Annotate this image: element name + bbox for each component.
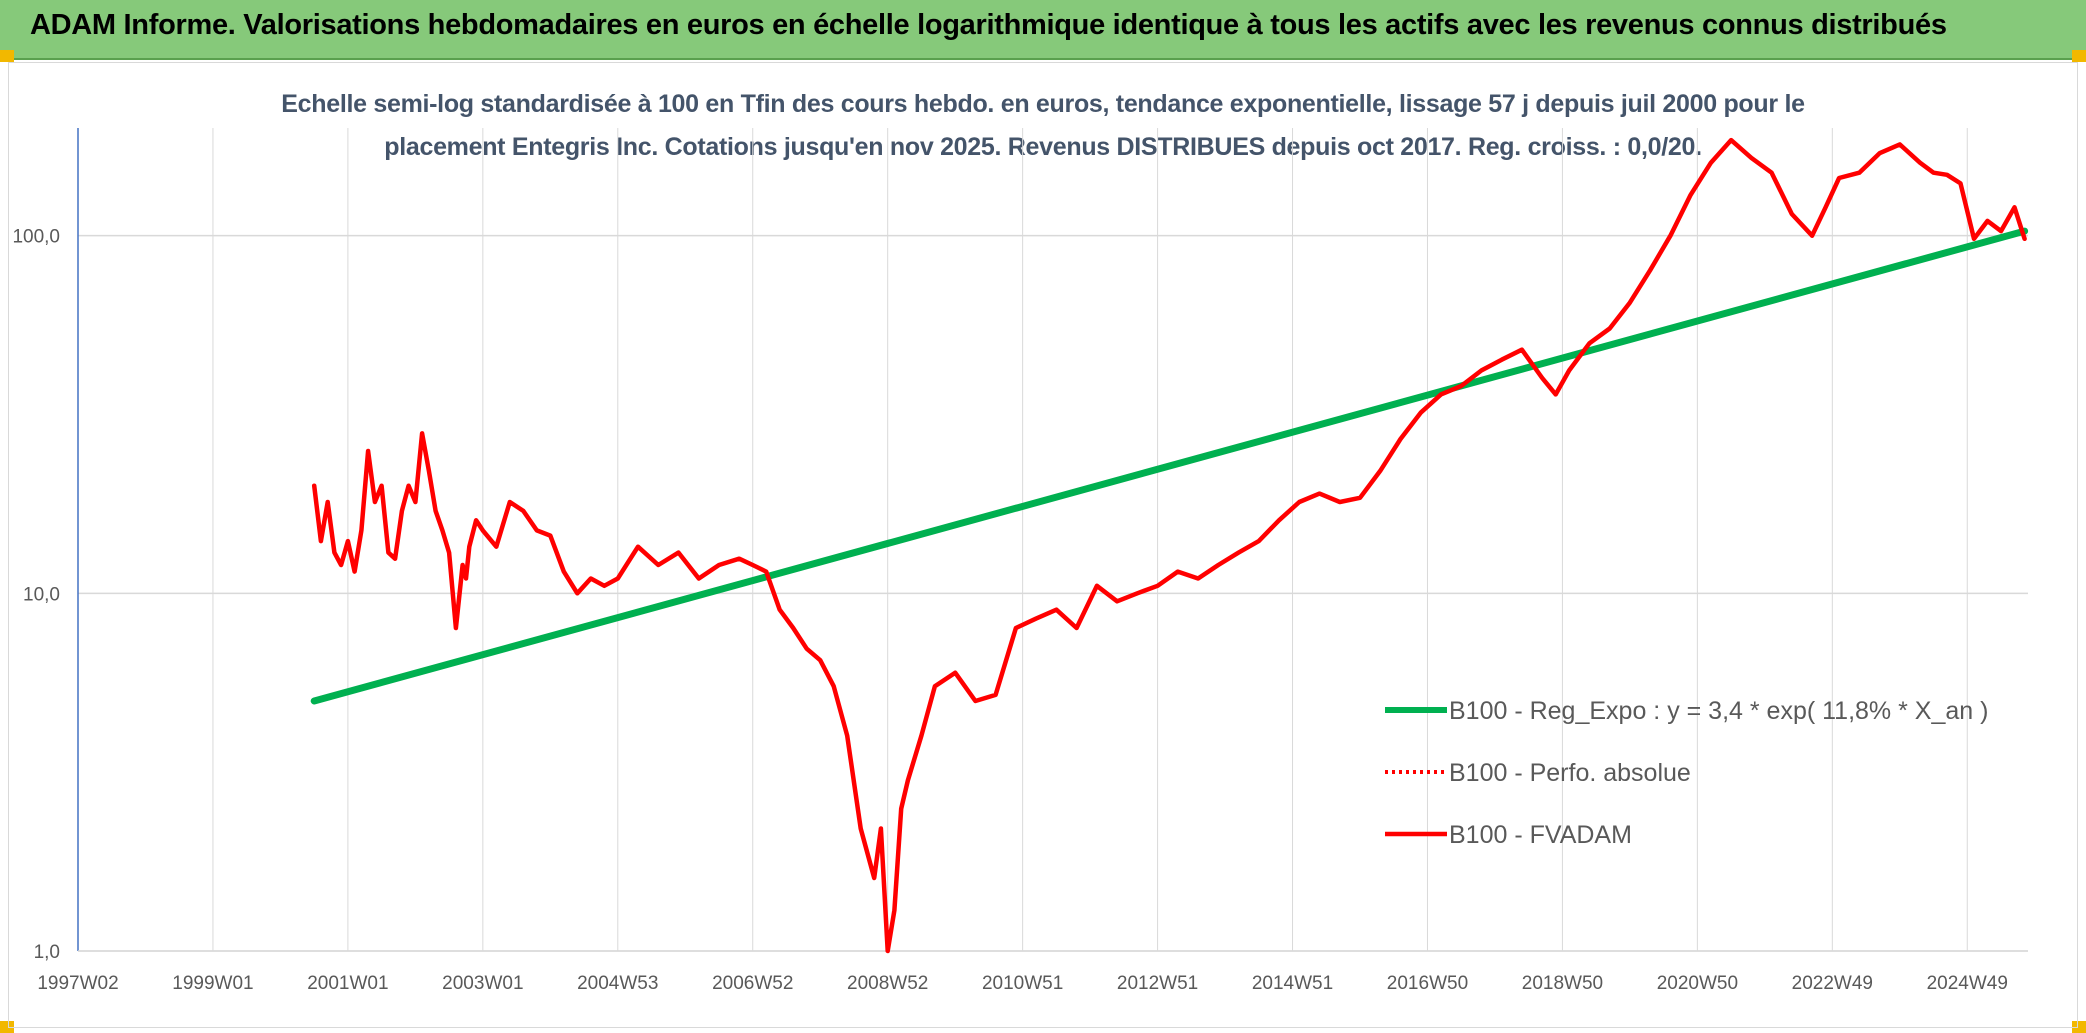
x-tick-label: 2024W49 [1927,973,2008,994]
x-tick-label: 2001W01 [307,973,388,994]
x-tick-label: 1999W01 [172,973,253,994]
x-tick-label: 2010W51 [982,973,1063,994]
corner-marker-top-right [2072,50,2086,62]
header-banner: ADAM Informe. Valorisations hebdomadaire… [0,0,2086,60]
x-tick-label: 2012W51 [1117,973,1198,994]
chart-frame [8,62,2078,1028]
x-tick-label: 2016W50 [1387,973,1468,994]
legend-label-1: B100 - Perfo. absolue [1449,759,1691,787]
series-layer [310,137,2029,954]
corner-marker-bottom-right [2072,1021,2086,1033]
series-line-0 [310,227,2029,705]
x-tick-label: 2018W50 [1522,973,1603,994]
y-tick-label: 1,0 [34,942,60,963]
legend: B100 - Reg_Expo : y = 3,4 * exp( 11,8% *… [1385,697,1988,849]
x-tick-label: 2008W52 [847,973,928,994]
legend-label-0: B100 - Reg_Expo : y = 3,4 * exp( 11,8% *… [1449,697,1988,725]
y-tick-label: 10,0 [23,584,60,605]
legend-label-2: B100 - FVADAM [1449,821,1632,849]
corner-marker-top-left [0,50,14,62]
x-tick-label: 1997W02 [37,973,118,994]
grid-lines [77,128,2028,952]
corner-marker-bottom-left [0,1021,14,1033]
x-tick-label: 2022W49 [1792,973,1873,994]
x-tick-label: 2020W50 [1657,973,1738,994]
x-tick-label: 2014W51 [1252,973,1333,994]
chart-title-line-1: Echelle semi-log standardisée à 100 en T… [281,90,1805,118]
chart-title-line-2: placement Entegris Inc. Cotations jusqu'… [384,133,1702,161]
series-line-2 [311,137,2027,954]
x-tick-label: 2006W52 [712,973,793,994]
x-tick-label: 2004W53 [577,973,658,994]
report-title: ADAM Informe. Valorisations hebdomadaire… [30,9,1947,41]
axes: 1997W02 1999W01 2001W01 2003W01 2004W53 2006W… [12,128,2028,994]
x-tick-label: 2003W01 [442,973,523,994]
y-tick-label: 100,0 [12,227,60,248]
